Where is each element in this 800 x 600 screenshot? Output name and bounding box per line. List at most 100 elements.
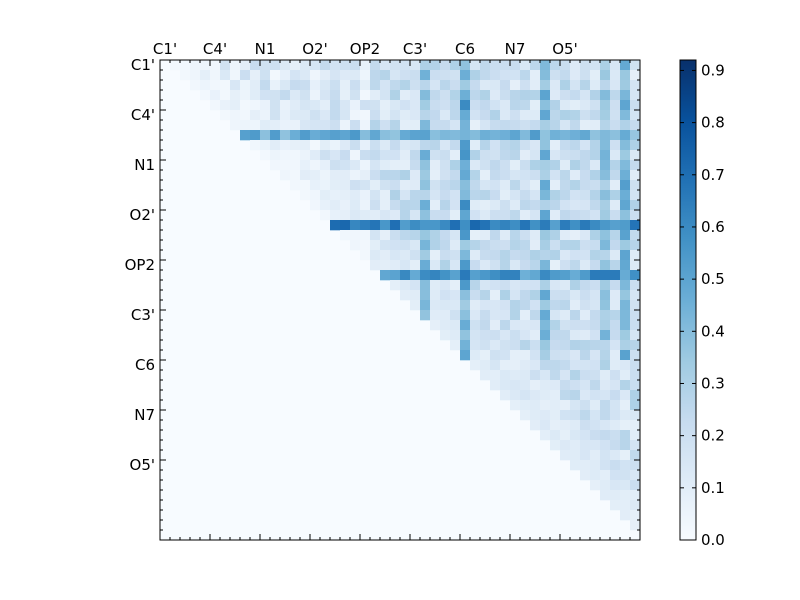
- heatmap-cell: [520, 110, 531, 121]
- heatmap-cell: [500, 110, 511, 121]
- heatmap-cell: [320, 180, 331, 191]
- heatmap-cell: [560, 240, 571, 251]
- heatmap-cell: [370, 230, 381, 241]
- heatmap-cell: [400, 80, 411, 91]
- heatmap-cell: [600, 490, 611, 501]
- heatmap-cell: [530, 390, 541, 401]
- y-tick-label: O5': [130, 456, 155, 474]
- heatmap-cell: [370, 240, 381, 251]
- heatmap-cell: [540, 360, 551, 371]
- heatmap-cell: [620, 110, 631, 121]
- heatmap-cell: [470, 310, 481, 321]
- heatmap-cell: [530, 210, 541, 221]
- heatmap-cell: [490, 150, 501, 161]
- heatmap-cell: [520, 250, 531, 261]
- heatmap-cell: [430, 170, 441, 181]
- heatmap-cell: [610, 140, 621, 151]
- heatmap-cell: [510, 190, 521, 201]
- heatmap-cell: [510, 130, 521, 141]
- heatmap-cell: [580, 280, 591, 291]
- heatmap-cell: [280, 160, 291, 171]
- heatmap-cell: [260, 110, 271, 121]
- heatmap-cell: [510, 90, 521, 101]
- heatmap-cell: [410, 190, 421, 201]
- heatmap-cell: [440, 250, 451, 261]
- heatmap-cell: [310, 100, 321, 111]
- heatmap-cell: [350, 200, 361, 211]
- heatmap-cell: [470, 110, 481, 121]
- heatmap-cell: [490, 120, 501, 131]
- heatmap-cell: [510, 290, 521, 301]
- heatmap-cell: [250, 80, 261, 91]
- heatmap-cell: [470, 220, 481, 231]
- heatmap-cell: [290, 60, 301, 71]
- heatmap-cell: [600, 410, 611, 421]
- heatmap-cell: [520, 240, 531, 251]
- heatmap-cell: [410, 170, 421, 181]
- heatmap-cell: [340, 110, 351, 121]
- heatmap-cell: [540, 410, 551, 421]
- heatmap-cell: [440, 100, 451, 111]
- heatmap-cell: [500, 310, 511, 321]
- heatmap-cell: [440, 240, 451, 251]
- heatmap-cell: [540, 300, 551, 311]
- heatmap-cell: [400, 270, 411, 281]
- heatmap-cell: [510, 120, 521, 131]
- y-tick-label: N1: [134, 156, 155, 174]
- heatmap-cell: [420, 280, 431, 291]
- heatmap-cell: [380, 190, 391, 201]
- heatmap-cell: [400, 290, 411, 301]
- heatmap-cell: [550, 70, 561, 81]
- heatmap-cell: [420, 250, 431, 261]
- heatmap-cell: [240, 60, 251, 71]
- heatmap-cell: [330, 150, 341, 161]
- heatmap-cell: [570, 460, 581, 471]
- heatmap-cell: [550, 430, 561, 441]
- heatmap-cell: [630, 380, 641, 391]
- heatmap-cell: [540, 60, 551, 71]
- heatmap-cell: [580, 120, 591, 131]
- heatmap-cell: [350, 70, 361, 81]
- heatmap-cell: [240, 130, 251, 141]
- heatmap-cell: [630, 80, 641, 91]
- colorbar-tick-label: 0.0: [701, 531, 725, 549]
- heatmap-cell: [460, 230, 471, 241]
- heatmap-cell: [460, 130, 471, 141]
- heatmap-cell: [610, 100, 621, 111]
- heatmap-cell: [540, 110, 551, 121]
- heatmap-cell: [380, 200, 391, 211]
- heatmap-cell: [270, 90, 281, 101]
- heatmap-cell: [290, 110, 301, 121]
- heatmap-cell: [590, 320, 601, 331]
- heatmap-cell: [470, 210, 481, 221]
- heatmap-cell: [380, 90, 391, 101]
- heatmap-cell: [400, 140, 411, 151]
- heatmap-cell: [630, 270, 641, 281]
- heatmap-cell: [610, 360, 621, 371]
- heatmap-cell: [460, 280, 471, 291]
- heatmap-cell: [400, 90, 411, 101]
- heatmap-cell: [370, 70, 381, 81]
- heatmap-cell: [610, 230, 621, 241]
- heatmap-cell: [290, 120, 301, 131]
- heatmap-cell: [500, 390, 511, 401]
- heatmap-cell: [300, 60, 311, 71]
- heatmap-cell: [630, 130, 641, 141]
- heatmap-cell: [380, 230, 391, 241]
- heatmap-cell: [630, 100, 641, 111]
- heatmap-cell: [570, 280, 581, 291]
- heatmap-cell: [320, 160, 331, 171]
- heatmap-cell: [500, 150, 511, 161]
- heatmap-cell: [560, 440, 571, 451]
- heatmap-cell: [410, 300, 421, 311]
- heatmap-cell: [420, 150, 431, 161]
- heatmap-cell: [510, 370, 521, 381]
- heatmap-cell: [600, 210, 611, 221]
- heatmap-cell: [520, 340, 531, 351]
- heatmap-cell: [270, 60, 281, 71]
- heatmap-cell: [570, 100, 581, 111]
- heatmap-cell: [180, 60, 191, 71]
- heatmap-cell: [620, 480, 631, 491]
- heatmap-cell: [580, 140, 591, 151]
- heatmap-cell: [450, 240, 461, 251]
